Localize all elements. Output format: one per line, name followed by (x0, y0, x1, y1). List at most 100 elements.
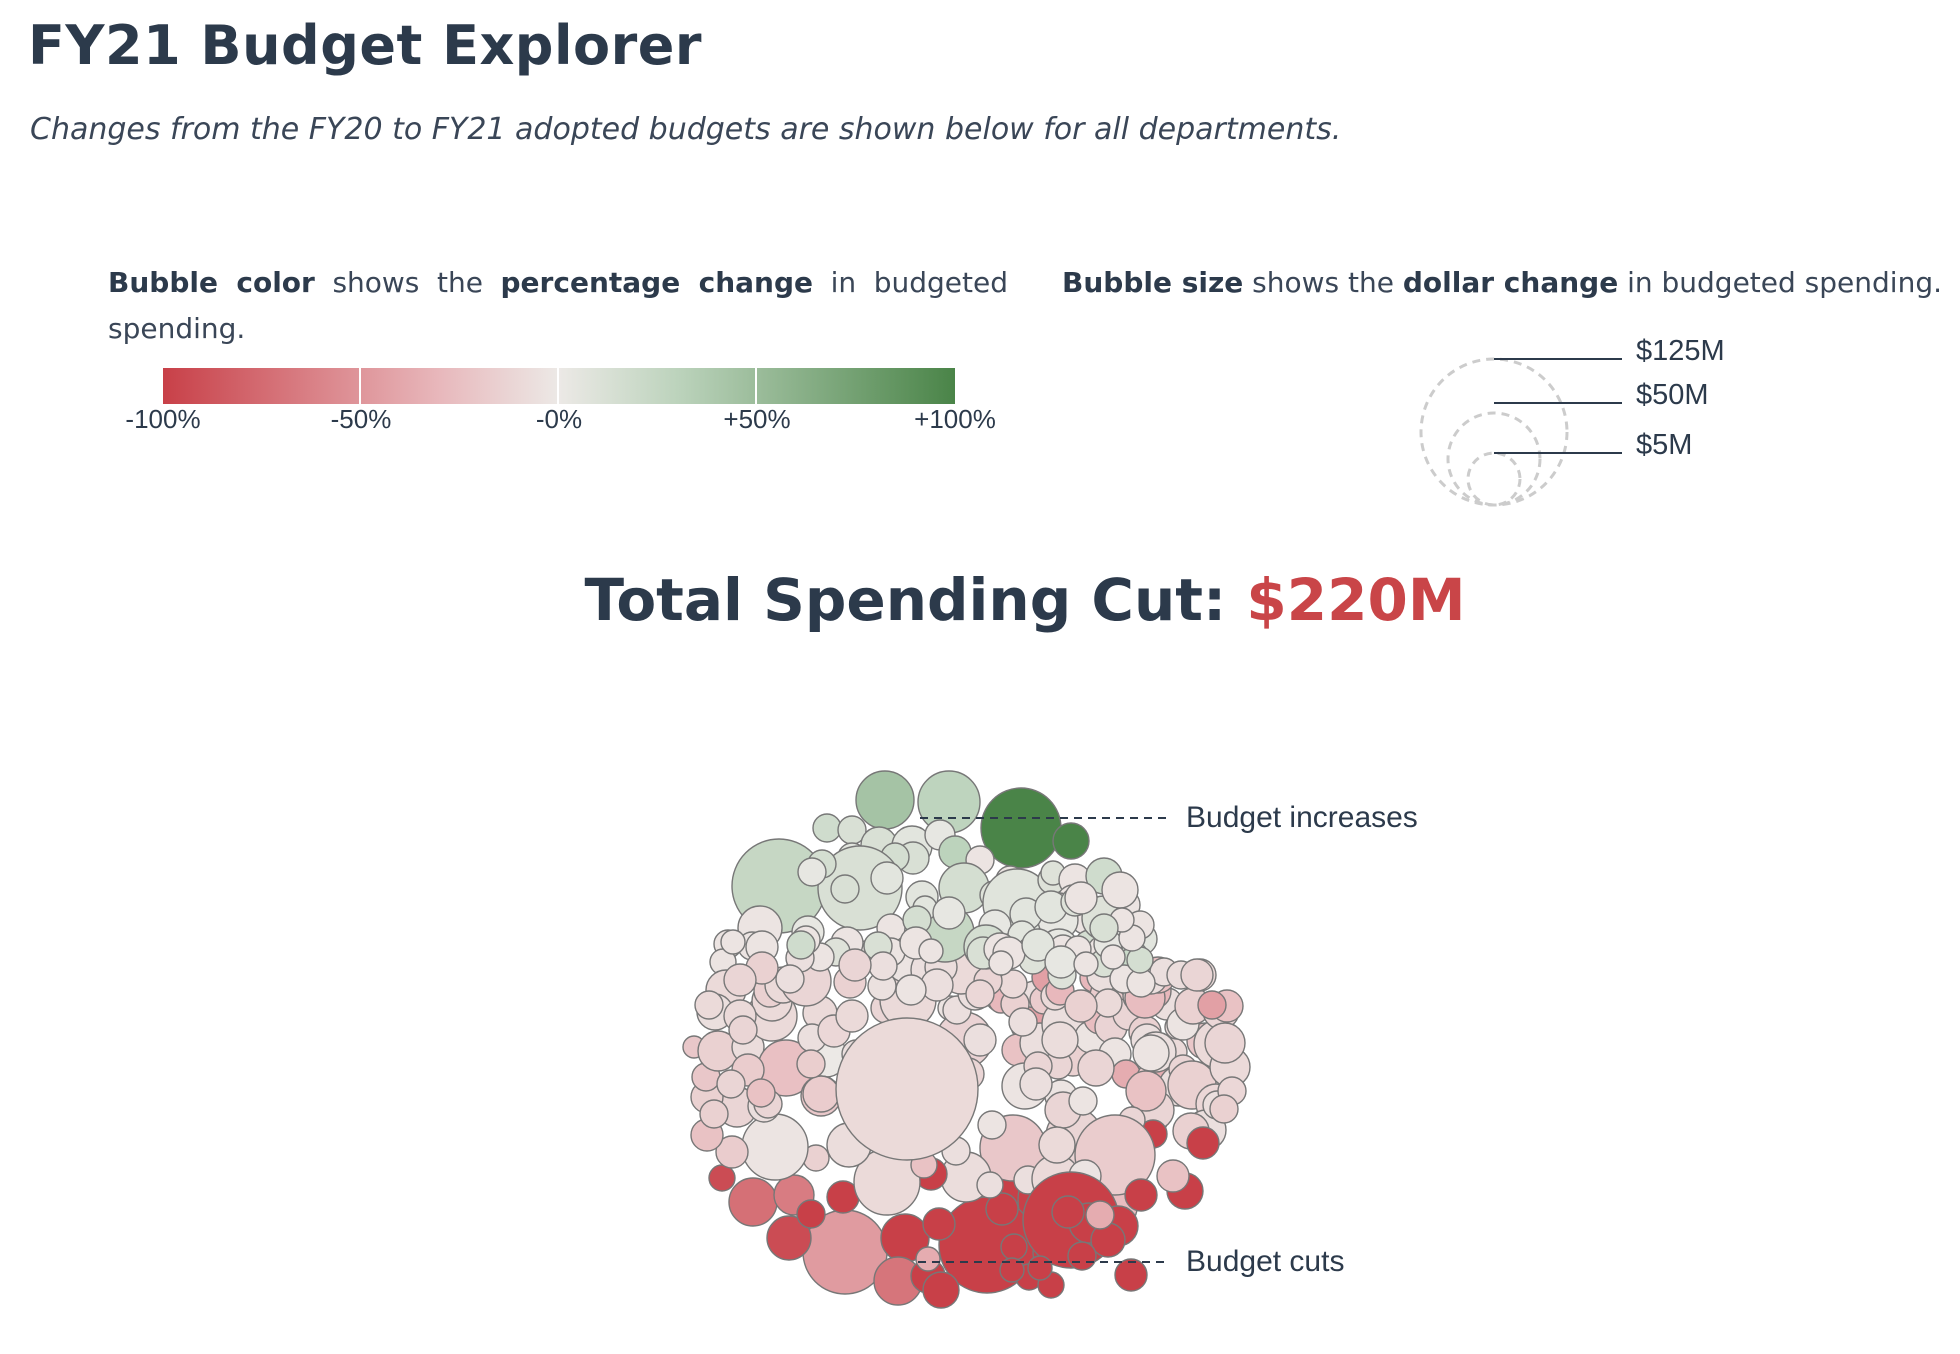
budget-cuts-label: Budget cuts (1186, 1245, 1344, 1278)
department-bubble[interactable] (1125, 1070, 1167, 1112)
color-legend-text-2: in budgeted spending. (108, 266, 1008, 345)
department-bubble[interactable] (830, 874, 860, 904)
department-bubble[interactable] (868, 951, 898, 981)
department-bubble[interactable] (999, 1257, 1025, 1283)
department-bubble[interactable] (963, 1023, 997, 1057)
size-legend-text-2: in budgeted spending. (1618, 266, 1942, 299)
department-bubble[interactable] (922, 1207, 956, 1241)
department-bubble[interactable] (1021, 928, 1055, 962)
department-bubble[interactable] (976, 1171, 1004, 1199)
department-bubble[interactable] (1204, 1022, 1246, 1064)
department-bubble[interactable] (1052, 822, 1090, 860)
department-bubble[interactable] (741, 1113, 809, 1181)
department-bubble[interactable] (802, 1075, 840, 1113)
color-scale-label: -0% (535, 404, 583, 434)
color-scale-label: +100% (914, 404, 996, 434)
department-bubble[interactable] (796, 1049, 826, 1079)
color-legend-description: Bubble color shows the percentage change… (108, 260, 1008, 352)
department-bubble[interactable] (870, 861, 904, 895)
color-scale-label: -50% (330, 404, 392, 434)
bubble-cluster (682, 770, 1251, 1309)
department-bubble[interactable] (1197, 990, 1227, 1020)
department-bubble[interactable] (1093, 988, 1123, 1018)
department-bubble[interactable] (797, 857, 827, 887)
department-bubble[interactable] (723, 963, 757, 997)
size-legend-bold-1: Bubble size (1062, 266, 1244, 299)
department-bubble[interactable] (1027, 1255, 1053, 1281)
department-bubble[interactable] (715, 1135, 749, 1169)
color-legend-bold-1: Bubble color (108, 266, 315, 299)
size-legend: $125M $50M $5M (1419, 335, 1725, 507)
size-legend-circle-large (1419, 357, 1569, 507)
department-bubble[interactable] (728, 1015, 758, 1045)
department-bubble[interactable] (766, 1215, 812, 1261)
department-bubble[interactable] (895, 974, 927, 1006)
department-bubble[interactable] (1101, 871, 1139, 909)
department-bubble[interactable] (1067, 1241, 1097, 1271)
page-subtitle: Changes from the FY20 to FY21 adopted bu… (30, 112, 1342, 147)
department-bubble[interactable] (835, 999, 869, 1033)
department-bubble[interactable] (1044, 945, 1078, 979)
department-bubble[interactable] (855, 770, 915, 830)
size-legend-description: Bubble size shows the dollar change in b… (1062, 260, 1942, 306)
department-bubble[interactable] (1000, 1233, 1028, 1261)
department-bubble[interactable] (699, 1099, 729, 1129)
department-bubble[interactable] (988, 950, 1014, 976)
department-bubble[interactable] (835, 1017, 979, 1161)
department-bubble[interactable] (716, 1069, 746, 1099)
size-legend-circle-medium (1446, 411, 1542, 507)
department-bubble[interactable] (1064, 989, 1098, 1023)
department-bubble[interactable] (985, 1192, 1019, 1226)
budget-increases-label: Budget increases (1186, 801, 1418, 834)
color-scale-divider (755, 368, 757, 404)
department-bubble[interactable] (720, 929, 746, 955)
department-bubble[interactable] (1073, 951, 1099, 977)
department-bubble[interactable] (1114, 1258, 1148, 1292)
department-bubble[interactable] (918, 938, 944, 964)
department-bubble[interactable] (1089, 913, 1119, 943)
department-bubble[interactable] (1038, 1126, 1076, 1164)
total-label: Total Spending Cut: (584, 566, 1247, 634)
department-bubble[interactable] (1132, 1034, 1170, 1072)
color-legend-text-1: shows the (314, 266, 501, 299)
color-scale-bar (163, 368, 955, 404)
department-bubble[interactable] (1068, 1086, 1098, 1116)
department-bubble[interactable] (708, 1164, 736, 1192)
size-legend-text-1: shows the (1243, 266, 1403, 299)
department-bubble[interactable] (965, 979, 995, 1009)
department-bubble[interactable] (1041, 1021, 1079, 1059)
department-bubble[interactable] (977, 1110, 1007, 1140)
department-bubble[interactable] (838, 948, 872, 982)
department-bubble[interactable] (1186, 1126, 1220, 1160)
department-bubble[interactable] (786, 930, 816, 960)
department-bubble[interactable] (694, 990, 724, 1020)
size-legend-label: $125M (1636, 335, 1725, 367)
department-bubble[interactable] (1209, 1094, 1239, 1124)
department-bubble[interactable] (1008, 1007, 1038, 1037)
department-bubble[interactable] (1064, 881, 1098, 915)
size-legend-label: $50M (1636, 379, 1709, 411)
department-bubble[interactable] (932, 896, 966, 930)
department-bubble[interactable] (1077, 1049, 1115, 1087)
color-legend-bold-2: percentage change (500, 266, 814, 299)
total-spending-cut: Total Spending Cut: $220M (0, 566, 1960, 634)
department-bubble[interactable] (728, 1177, 778, 1227)
size-legend-label: $5M (1636, 429, 1692, 461)
department-bubble[interactable] (812, 813, 842, 843)
department-bubble[interactable] (922, 1271, 960, 1309)
color-scale-label: +50% (723, 404, 791, 434)
department-bubble[interactable] (915, 1246, 941, 1272)
department-bubble[interactable] (1100, 944, 1126, 970)
department-bubble[interactable] (796, 1199, 826, 1229)
department-bubble[interactable] (1156, 1159, 1190, 1193)
size-legend-bold-2: dollar change (1402, 266, 1619, 299)
department-bubble[interactable] (1180, 958, 1214, 992)
department-bubble[interactable] (1051, 1195, 1085, 1229)
color-scale-divider (359, 368, 361, 404)
department-bubble[interactable] (775, 964, 805, 994)
department-bubble[interactable] (1019, 1067, 1053, 1101)
department-bubble[interactable] (1124, 1178, 1158, 1212)
department-bubble[interactable] (746, 1078, 776, 1108)
department-bubble[interactable] (1085, 1200, 1115, 1230)
